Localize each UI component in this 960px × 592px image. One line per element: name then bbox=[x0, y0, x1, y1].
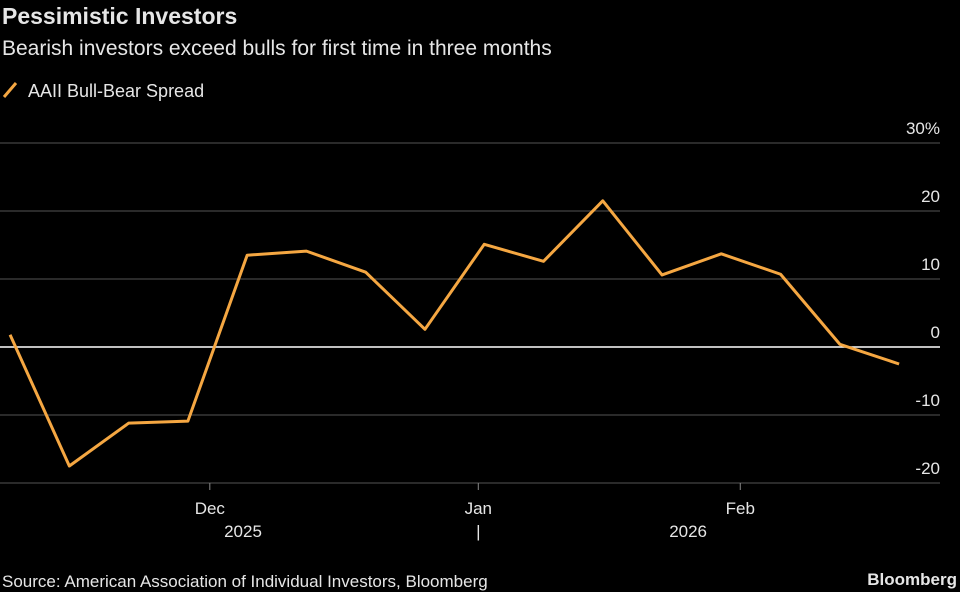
data-line bbox=[8, 199, 900, 468]
legend-swatch bbox=[2, 82, 18, 98]
chart-title: Pessimistic Investors bbox=[2, 3, 237, 29]
brand: Bloomberg bbox=[867, 570, 957, 589]
y-tick-label: 30% bbox=[906, 119, 940, 138]
chart-subtitle: Bearish investors exceed bulls for first… bbox=[2, 37, 552, 60]
legend-label: AAII Bull-Bear Spread bbox=[28, 81, 204, 101]
y-tick-label: 10 bbox=[921, 255, 940, 274]
y-tick-label: -10 bbox=[915, 391, 940, 410]
y-tick-label: -20 bbox=[915, 459, 940, 478]
source-note: Source: American Association of Individu… bbox=[2, 572, 488, 591]
x-tick-label: Feb bbox=[726, 499, 755, 518]
x-tick-label: Dec bbox=[195, 499, 226, 518]
year-separator: | bbox=[476, 522, 480, 541]
x-year-label: 2026 bbox=[669, 522, 707, 541]
y-tick-label: 20 bbox=[921, 187, 940, 206]
y-tick-label: 0 bbox=[931, 323, 940, 342]
x-year-label: 2025 bbox=[224, 522, 262, 541]
x-tick-label: Jan bbox=[465, 499, 492, 518]
